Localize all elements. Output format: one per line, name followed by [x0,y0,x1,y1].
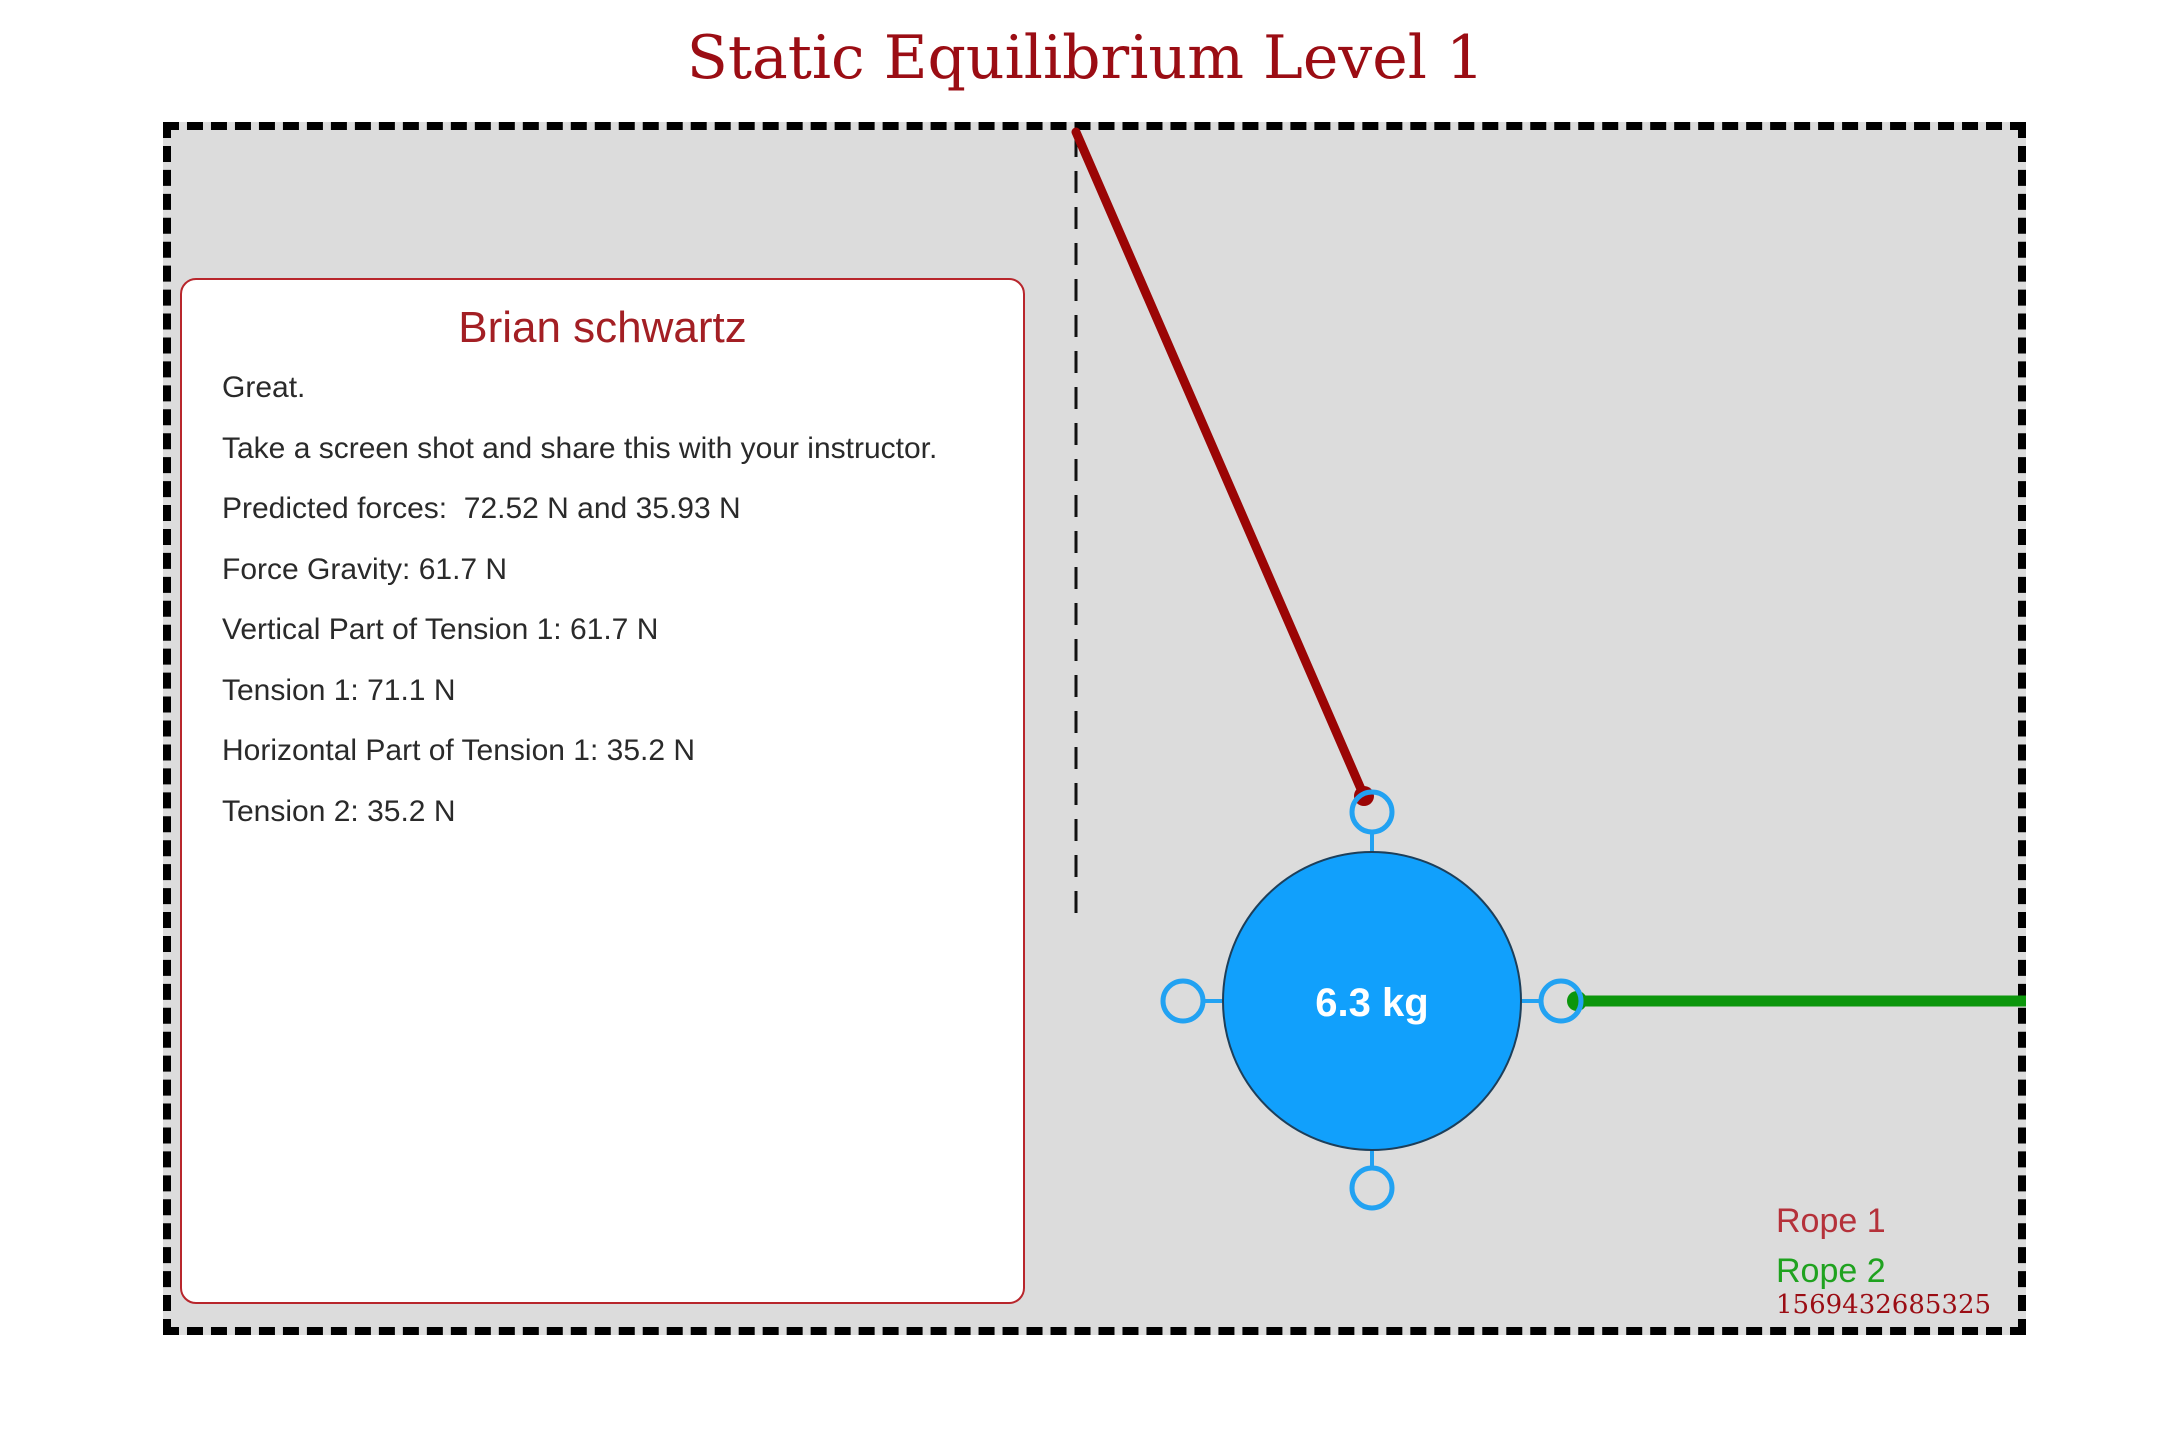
mass-label: 6.3 kg [1315,981,1429,1025]
result-line-tension-1: Tension 1: 71.1 N [222,673,456,707]
top-attachment-handle[interactable] [1349,789,1395,835]
bottom-attachment-handle[interactable] [1349,1165,1395,1211]
results-panel: Brian schwartz Great. Take a screen shot… [180,278,1025,1304]
result-line-tension-2: Tension 2: 35.2 N [222,794,456,828]
mass-circle[interactable] [1222,851,1522,1151]
legend-timestamp: 1569432685325 [1776,1290,1992,1320]
result-line-message: Great. [222,371,306,404]
result-line-horizontal-tension-1: Horizontal Part of Tension 1: 35.2 N [222,734,696,767]
legend-rope-1: Rope 1 [1776,1202,1886,1240]
result-line-vertical-tension-1: Vertical Part of Tension 1: 61.7 N [222,613,659,646]
student-name: Brian schwartz [458,303,747,352]
result-line-predicted-forces: Predicted forces: 72.52 N and 35.93 N [222,492,741,525]
result-line-force-gravity: Force Gravity: 61.7 N [222,552,508,586]
rope-legend: Rope 1 Rope 2 1569432685325 [1776,1196,1991,1320]
rope-2-end-knot[interactable] [1567,991,1587,1011]
right-attachment-handle[interactable] [1538,978,1584,1024]
legend-rope-2: Rope 2 [1776,1252,1886,1290]
page-title: Static Equilibrium Level 1 [686,23,1485,93]
results-list: Great. Take a screen shot and share this… [222,370,937,854]
rope-1[interactable] [1071,127,1369,801]
result-line-instruction: Take a screen shot and share this with y… [222,431,938,465]
left-attachment-handle[interactable] [1160,978,1206,1024]
